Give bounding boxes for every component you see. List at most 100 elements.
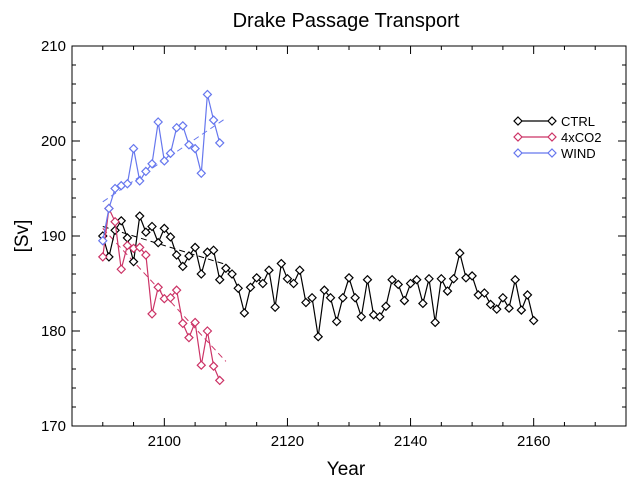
y-tick-label: 170 xyxy=(41,418,66,435)
legend-marker-4xco2 xyxy=(513,132,523,142)
data-point-4xco2 xyxy=(190,317,200,328)
data-point-ctrl xyxy=(116,215,127,226)
data-point-ctrl xyxy=(387,274,397,285)
data-point-ctrl xyxy=(454,248,465,258)
data-point-ctrl xyxy=(504,303,514,314)
legend-marker-wind xyxy=(513,148,523,158)
data-point-ctrl xyxy=(516,305,527,315)
data-point-ctrl xyxy=(257,278,268,289)
data-point-ctrl xyxy=(184,251,194,261)
data-point-ctrl xyxy=(171,250,182,260)
data-point-4xco2 xyxy=(165,292,176,303)
data-point-4xco2 xyxy=(134,242,145,253)
data-point-ctrl xyxy=(264,265,274,276)
data-point-wind xyxy=(134,176,145,186)
data-point-ctrl xyxy=(356,311,367,322)
data-point-ctrl xyxy=(301,297,311,308)
data-point-ctrl xyxy=(313,331,324,342)
legend-label-4xco2: 4xCO2 xyxy=(561,130,601,145)
data-point-4xco2 xyxy=(141,250,151,260)
legend-marker-ctrl xyxy=(547,116,557,126)
data-point-ctrl xyxy=(239,308,250,318)
x-tick-label: 2120 xyxy=(271,433,304,450)
legend-label-ctrl: CTRL xyxy=(561,114,595,129)
data-point-4xco2 xyxy=(122,240,133,251)
data-point-ctrl xyxy=(214,274,225,285)
data-point-ctrl xyxy=(319,285,330,295)
data-point-wind xyxy=(147,158,157,169)
data-point-ctrl xyxy=(190,242,200,253)
data-point-ctrl xyxy=(498,292,508,303)
data-point-ctrl xyxy=(418,298,428,309)
data-point-wind xyxy=(214,138,225,148)
data-point-wind xyxy=(184,139,194,150)
data-point-ctrl xyxy=(405,278,416,289)
data-point-4xco2 xyxy=(147,309,157,319)
x-tick-label: 2140 xyxy=(394,433,427,450)
data-point-ctrl xyxy=(245,282,256,293)
data-point-wind xyxy=(202,89,213,100)
data-point-ctrl xyxy=(276,258,287,269)
data-point-ctrl xyxy=(288,278,299,289)
data-point-4xco2 xyxy=(214,375,225,386)
data-point-ctrl xyxy=(337,292,348,303)
data-point-ctrl xyxy=(294,265,305,276)
data-point-ctrl xyxy=(177,261,188,272)
legend-marker-4xco2 xyxy=(547,132,557,142)
series-line-4xco2 xyxy=(102,206,221,381)
data-point-ctrl xyxy=(430,317,441,328)
data-point-ctrl xyxy=(141,227,151,238)
data-point-ctrl xyxy=(442,286,453,296)
data-point-ctrl xyxy=(134,211,145,221)
data-point-ctrl xyxy=(411,274,422,285)
data-point-ctrl xyxy=(522,290,533,300)
data-point-wind xyxy=(110,183,120,194)
data-point-ctrl xyxy=(147,221,157,232)
y-tick-label: 190 xyxy=(41,228,66,245)
data-point-ctrl xyxy=(381,301,391,312)
data-point-ctrl xyxy=(485,299,496,310)
data-point-ctrl xyxy=(528,315,539,326)
data-point-wind xyxy=(104,203,114,214)
data-point-ctrl xyxy=(208,245,219,256)
data-point-wind xyxy=(153,117,164,127)
data-point-ctrl xyxy=(325,292,336,303)
x-tick-label: 2100 xyxy=(148,433,181,450)
data-point-wind xyxy=(141,166,151,177)
y-tick-label: 200 xyxy=(41,133,66,150)
data-point-ctrl xyxy=(374,311,385,322)
data-point-ctrl xyxy=(270,302,280,313)
data-point-wind xyxy=(159,156,170,166)
data-point-ctrl xyxy=(393,279,404,290)
legend-label-wind: WIND xyxy=(561,146,596,161)
data-point-4xco2 xyxy=(196,360,207,371)
data-point-ctrl xyxy=(153,237,164,248)
data-point-ctrl xyxy=(221,263,231,274)
trend-lines xyxy=(102,117,227,362)
legend-marker-ctrl xyxy=(513,116,523,126)
data-point-wind xyxy=(190,143,200,154)
data-point-wind xyxy=(97,235,108,246)
data-point-4xco2 xyxy=(110,216,120,227)
data-point-4xco2 xyxy=(97,252,108,262)
data-point-ctrl xyxy=(448,273,459,284)
data-point-ctrl xyxy=(165,232,176,242)
data-point-wind xyxy=(122,178,133,189)
trend-line-ctrl xyxy=(102,226,227,265)
series-lines xyxy=(97,89,539,386)
data-point-ctrl xyxy=(424,273,434,284)
data-point-ctrl xyxy=(467,271,477,281)
chart-title: Drake Passage Transport xyxy=(233,10,460,32)
data-point-wind xyxy=(196,168,207,179)
data-point-ctrl xyxy=(479,288,490,298)
data-point-ctrl xyxy=(399,295,410,306)
legend-marker-wind xyxy=(547,148,557,158)
data-point-ctrl xyxy=(331,316,342,327)
data-point-4xco2 xyxy=(208,361,219,371)
data-point-4xco2 xyxy=(184,332,194,343)
x-axis-label: Year xyxy=(327,459,366,480)
axes-frame: 2100 2120 2140 2160 170 180 190 200 210 xyxy=(41,38,627,450)
data-point-wind xyxy=(128,143,139,154)
